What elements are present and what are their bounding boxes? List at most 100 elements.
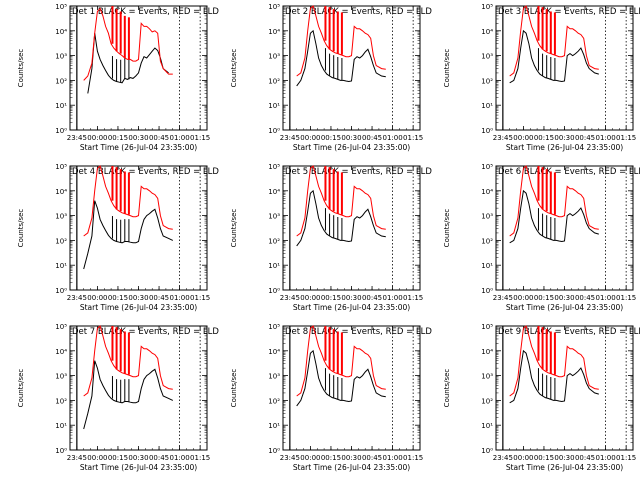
x-tick-label: 01:15 [616,454,636,462]
plot-frame [69,325,208,451]
y-tick-label: 10² [268,237,280,245]
series-line [83,360,174,430]
y-tick-label: 10⁵ [268,323,280,331]
y-tick-label: 10³ [268,213,280,221]
y-tick-label: 10⁴ [55,188,67,196]
y-tick-label: 10² [55,397,67,405]
x-axis-label: Start Time (26-Jul-04 23:35:00) [80,143,197,152]
series-line [296,325,386,397]
y-tick-label: 10³ [55,373,67,381]
x-tick-label: 00:15 [534,454,554,462]
x-tick-label: 23:45 [280,134,300,142]
x-tick-label: 00:30 [554,134,574,142]
panel-title: Det 9 BLACK = Events, RED = LLD [498,327,640,337]
detector-panel: Det 8 BLACK = Events, RED = LLD Counts/se… [230,323,432,472]
y-tick-label: 10⁵ [268,163,280,171]
x-tick-label: 00:30 [341,134,361,142]
y-tick-label: 10⁰ [268,447,280,455]
y-tick-label: 10⁴ [268,28,280,36]
y-tick-label: 10⁴ [55,28,67,36]
y-axis-label: Counts/sec [230,209,238,248]
panel-title: Det 3 BLACK = Events, RED = LLD [498,7,640,17]
series-line [509,5,599,77]
x-axis-label: Start Time (26-Jul-04 23:35:00) [293,303,410,312]
x-tick-label: 00:00 [300,454,320,462]
detector-panel: Det 9 BLACK = Events, RED = LLD Counts/se… [443,323,640,472]
x-tick-label: 01:15 [403,454,423,462]
y-axis-label: Counts/sec [17,369,25,408]
x-tick-label: 23:45 [67,294,87,302]
series-line [509,29,599,84]
y-tick-label: 10¹ [268,262,280,270]
x-tick-label: 01:00 [596,294,616,302]
x-tick-label: 00:30 [341,454,361,462]
x-tick-label: 00:45 [149,454,169,462]
y-tick-label: 10⁵ [268,3,280,11]
y-tick-label: 10¹ [55,262,67,270]
x-axis-label: Start Time (26-Jul-04 23:35:00) [506,463,623,472]
detector-panel: Det 7 BLACK = Events, RED = LLD Counts/se… [17,323,219,472]
x-tick-label: 01:00 [170,134,190,142]
x-tick-label: 23:45 [493,134,513,142]
x-axis-label: Start Time (26-Jul-04 23:35:00) [80,303,197,312]
y-axis-label: Counts/sec [230,49,238,88]
series-line [296,165,386,237]
x-tick-label: 00:15 [108,454,128,462]
series-line [509,349,599,404]
detector-panel: Det 5 BLACK = Events, RED = LLD Counts/se… [230,163,432,312]
y-tick-label: 10⁰ [481,447,493,455]
x-tick-label: 01:00 [383,134,403,142]
y-tick-label: 10³ [481,53,493,61]
x-tick-label: 00:45 [362,134,382,142]
y-tick-label: 10³ [268,53,280,61]
panel-title: Det 2 BLACK = Events, RED = LLD [285,7,432,17]
detector-panel: Det 3 BLACK = Events, RED = LLD Counts/se… [443,3,640,152]
y-axis-label: Counts/sec [17,209,25,248]
x-tick-label: 01:00 [596,454,616,462]
x-tick-label: 01:00 [170,294,190,302]
series-line [509,165,599,237]
plot-frame [69,165,208,291]
y-tick-label: 10⁴ [481,28,493,36]
detector-panel: Det 4 BLACK = Events, RED = LLD Counts/se… [17,163,219,312]
series-line [296,5,386,77]
y-tick-label: 10¹ [55,102,67,110]
x-tick-label: 00:00 [513,134,533,142]
x-tick-label: 01:00 [383,294,403,302]
x-tick-label: 01:00 [596,134,616,142]
y-tick-label: 10⁴ [268,348,280,356]
panel-title: Det 6 BLACK = Events, RED = LLD [498,167,640,177]
y-tick-label: 10⁵ [481,163,493,171]
series-line [296,349,386,407]
series-line [83,200,174,270]
x-tick-label: 01:00 [383,454,403,462]
y-tick-label: 10⁰ [268,127,280,135]
y-tick-label: 10⁰ [481,127,493,135]
y-tick-label: 10⁵ [481,323,493,331]
x-tick-label: 00:45 [362,454,382,462]
y-tick-label: 10¹ [268,102,280,110]
y-tick-label: 10² [481,237,493,245]
x-tick-label: 01:15 [403,294,423,302]
x-tick-label: 00:15 [321,294,341,302]
x-tick-label: 01:15 [403,134,423,142]
y-tick-label: 10¹ [481,262,493,270]
x-tick-label: 00:00 [513,454,533,462]
x-tick-label: 00:00 [513,294,533,302]
series-line [83,7,173,81]
x-tick-label: 00:30 [128,294,148,302]
x-tick-label: 01:15 [190,294,210,302]
detector-panel: Det 2 BLACK = Events, RED = LLD Counts/se… [230,3,432,152]
y-axis-label: Counts/sec [17,49,25,88]
x-tick-label: 23:45 [67,454,87,462]
y-tick-label: 10² [55,237,67,245]
y-tick-label: 10² [268,397,280,405]
x-axis-label: Start Time (26-Jul-04 23:35:00) [80,463,197,472]
x-tick-label: 00:00 [300,134,320,142]
y-tick-label: 10² [481,397,493,405]
series-line [87,33,169,94]
panel-title: Det 7 BLACK = Events, RED = LLD [72,327,219,337]
y-tick-label: 10² [268,77,280,85]
x-tick-label: 00:45 [149,294,169,302]
y-tick-label: 10⁰ [55,127,67,135]
